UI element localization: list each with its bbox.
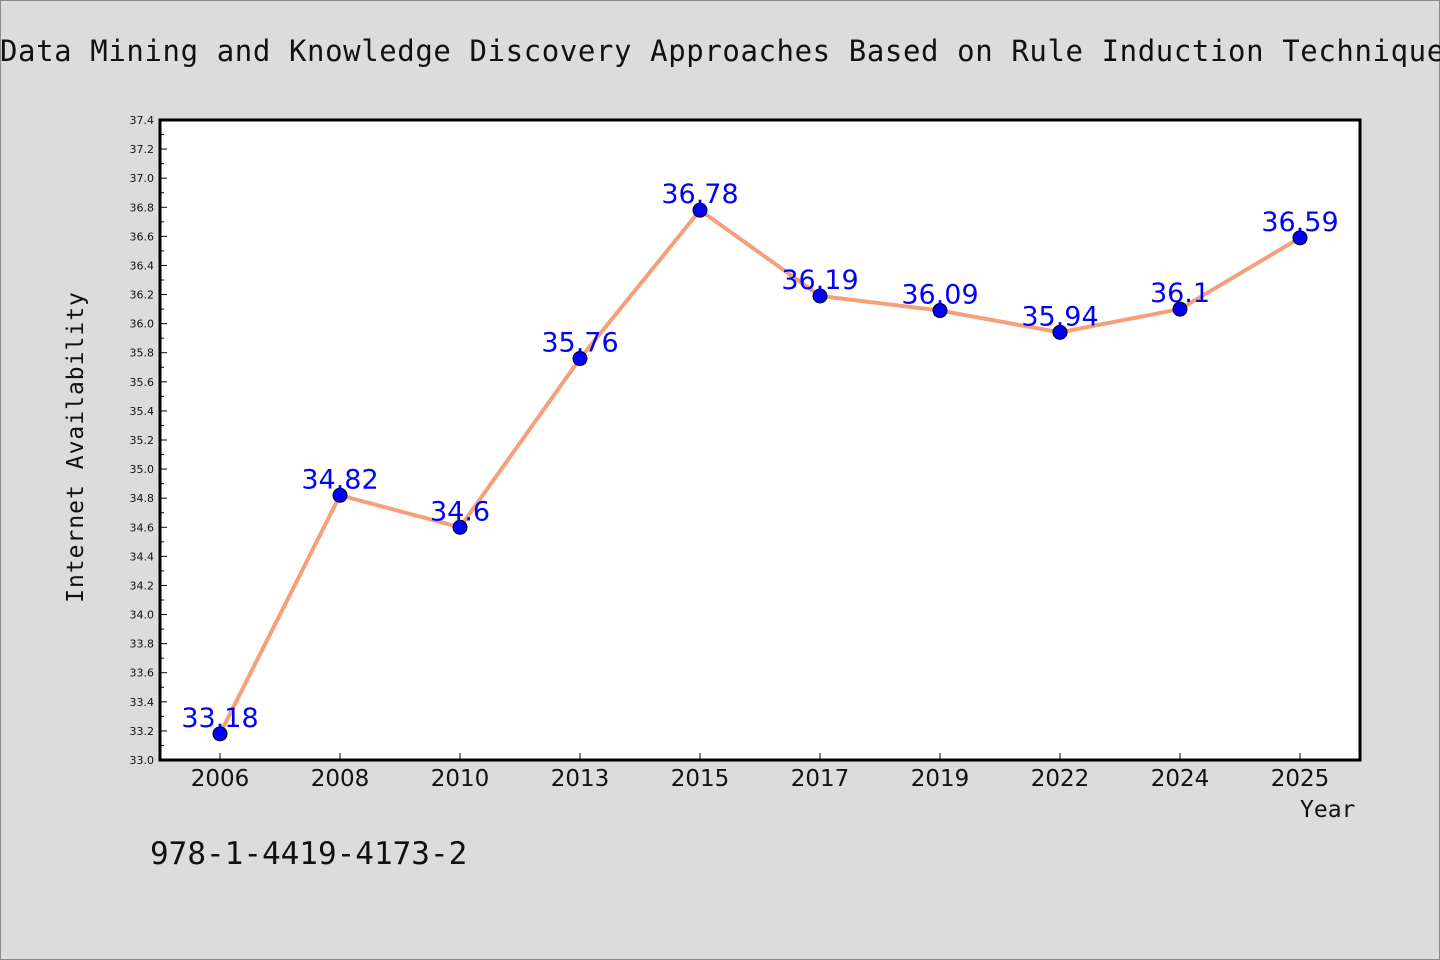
data-point [1172, 301, 1188, 317]
data-point [692, 202, 708, 218]
y-tick-label: 34.6 [130, 521, 155, 534]
y-tick-label: 36.6 [130, 230, 155, 243]
data-label: 34.6 [430, 496, 490, 527]
x-tick-label: 2017 [791, 766, 850, 792]
data-label: 36.78 [661, 179, 738, 210]
y-tick-label: 33.4 [130, 696, 155, 709]
series-line [218, 208, 1302, 736]
isbn-text: 978-1-4419-4173-2 [150, 836, 468, 872]
y-tick-label: 37.4 [130, 114, 155, 127]
x-tick-label: 2006 [191, 766, 250, 792]
x-tick-label: 2013 [551, 766, 610, 792]
data-label: 36.1 [1150, 278, 1210, 309]
y-tick-label: 36.4 [130, 259, 155, 272]
chart-title: Data Mining and Knowledge Discovery Appr… [0, 34, 1440, 68]
y-tick-label: 35.8 [130, 347, 155, 360]
y-tick-label: 34.0 [130, 609, 155, 622]
x-tick-label: 2025 [1271, 766, 1330, 792]
y-tick-label: 36.2 [130, 289, 155, 302]
x-tick-label: 2019 [911, 766, 970, 792]
data-label: 36.59 [1261, 207, 1338, 238]
data-label: 35.76 [541, 328, 618, 359]
y-tick-label: 34.8 [130, 492, 155, 505]
data-label: 34.82 [301, 464, 378, 495]
y-tick-label: 37.2 [130, 143, 155, 156]
data-point [572, 351, 588, 367]
x-tick-label: 2008 [311, 766, 370, 792]
y-tick-label: 33.6 [130, 667, 155, 680]
y-tick-label: 35.4 [130, 405, 155, 418]
y-tick-label: 34.2 [130, 579, 155, 592]
data-label: 35.94 [1021, 301, 1098, 332]
data-point [212, 726, 228, 742]
y-tick-label: 33.8 [130, 638, 155, 651]
y-tick-label: 33.2 [130, 725, 155, 738]
y-tick-label: 33.0 [130, 754, 155, 767]
x-tick-label: 2024 [1151, 766, 1210, 792]
data-point [812, 288, 828, 304]
y-tick-label: 34.4 [130, 550, 155, 563]
data-point [932, 303, 948, 319]
y-tick-label: 36.0 [130, 318, 155, 331]
x-axis-label: Year [1300, 797, 1356, 823]
y-tick-label: 35.2 [130, 434, 155, 447]
y-tick-label: 35.6 [130, 376, 155, 389]
data-point [1292, 230, 1308, 246]
x-tick-label: 2010 [431, 766, 490, 792]
data-label: 36.19 [781, 265, 858, 296]
x-tick-label: 2015 [671, 766, 730, 792]
y-tick-label: 37.0 [130, 172, 155, 185]
data-point [452, 519, 468, 535]
y-tick-label: 35.0 [130, 463, 155, 476]
data-label: 33.18 [181, 703, 258, 734]
y-tick-label: 36.8 [130, 201, 155, 214]
data-label: 36.09 [901, 280, 978, 311]
plot-area [160, 120, 1360, 760]
x-tick-label: 2022 [1031, 766, 1090, 792]
data-point [332, 487, 348, 503]
data-point [1052, 324, 1068, 340]
